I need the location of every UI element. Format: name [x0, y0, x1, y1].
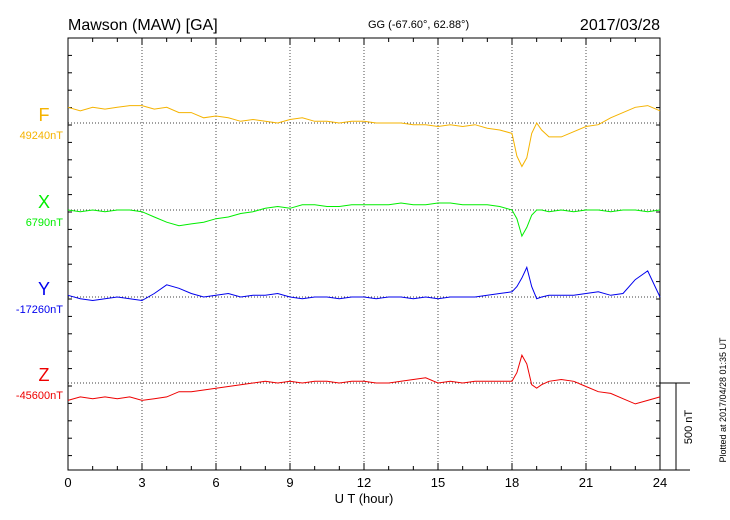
series-lines — [67, 105, 661, 405]
coordinates-label: GG (-67.60°, 62.88°) — [368, 19, 469, 31]
scale-label: 500 nT — [683, 410, 695, 445]
series-X-baseline: 6790nT — [26, 217, 64, 229]
ticks — [67, 37, 661, 470]
series-X-line — [67, 202, 661, 238]
plotted-timestamp: Plotted at 2017/04/28 01:35 UT — [718, 337, 728, 463]
x-tick-label: 21 — [579, 475, 593, 490]
x-tick-label: 24 — [653, 475, 667, 490]
x-axis-label: U T (hour) — [335, 491, 394, 506]
x-tick-label: 15 — [431, 475, 445, 490]
series-Z-baseline: -45600nT — [16, 390, 63, 402]
series-F-line — [67, 105, 661, 168]
series-Z-name: Z — [39, 365, 50, 385]
series-Y-baseline: -17260nT — [16, 304, 63, 316]
series-F-baseline: 49240nT — [20, 130, 64, 142]
x-tick-label: 0 — [64, 475, 71, 490]
series-Y-name: Y — [38, 279, 50, 299]
series-Y-line — [67, 265, 661, 302]
x-tick-label: 12 — [357, 475, 371, 490]
grid — [68, 38, 660, 470]
date-label: 2017/03/28 — [580, 17, 660, 34]
x-tick-label: 18 — [505, 475, 519, 490]
series-X-name: X — [38, 192, 50, 212]
series-labels: F 49240nT X 6790nT Y -17260nT Z -45600nT — [16, 105, 63, 402]
x-tick-label: 3 — [138, 475, 145, 490]
x-tick-label: 6 — [212, 475, 219, 490]
scale-bar: 500 nT — [660, 382, 695, 471]
axis-labels: 0 3 6 9 12 15 18 21 24 — [64, 475, 667, 490]
station-title: Mawson (MAW) [GA] — [68, 17, 218, 34]
x-tick-label: 9 — [286, 475, 293, 490]
series-Z-line — [67, 353, 661, 405]
series-F-name: F — [39, 105, 50, 125]
